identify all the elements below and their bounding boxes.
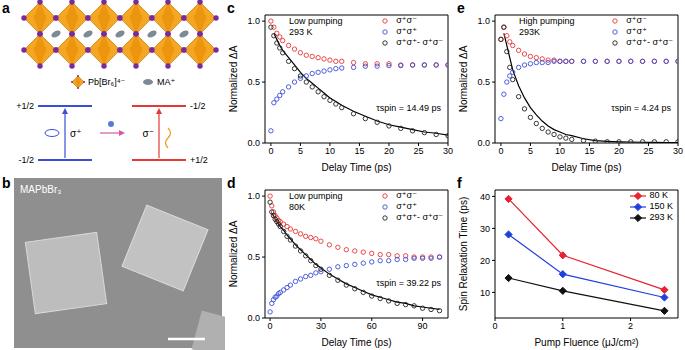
svg-text:30: 30 xyxy=(673,146,683,156)
html-text:σ⁺σ⁻: σ⁺σ⁻ xyxy=(396,15,417,25)
svg-text:1: 1 xyxy=(560,321,565,331)
svg-text:0: 0 xyxy=(492,321,497,331)
html-text:σ⁺σ⁺- σ⁺σ⁻: σ⁺σ⁺- σ⁺σ⁻ xyxy=(396,37,443,47)
svg-text:Delay Time (ps): Delay Time (ps) xyxy=(551,162,621,173)
svg-text:30: 30 xyxy=(443,146,453,156)
svg-text:5: 5 xyxy=(298,146,303,156)
html-text:High pumping: High pumping xyxy=(519,16,575,26)
svg-text:b: b xyxy=(2,175,11,191)
svg-text:-1/2: -1/2 xyxy=(190,101,206,111)
html-text:293 K: 293 K xyxy=(289,27,313,37)
svg-text:30: 30 xyxy=(480,224,490,234)
svg-text:15: 15 xyxy=(584,146,594,156)
svg-text:Normalized ΔA: Normalized ΔA xyxy=(458,45,469,112)
svg-text:0.0: 0.0 xyxy=(247,313,260,323)
html-text:d: d xyxy=(227,175,236,191)
svg-text:Normalized ΔA: Normalized ΔA xyxy=(228,220,239,287)
svg-text:-1/2: -1/2 xyxy=(18,155,34,165)
svg-text:20: 20 xyxy=(614,146,624,156)
svg-text:1.0: 1.0 xyxy=(247,16,260,26)
svg-text:MA⁺: MA⁺ xyxy=(157,77,176,87)
svg-text:60: 60 xyxy=(367,321,377,331)
html-text:τspin = 14.49 ps: τspin = 14.49 ps xyxy=(376,103,441,113)
svg-text:30: 30 xyxy=(316,321,326,331)
html-text:Low pumping: Low pumping xyxy=(289,16,343,26)
svg-text:0: 0 xyxy=(268,321,273,331)
html-text:σ⁺σ⁻: σ⁺σ⁻ xyxy=(396,190,417,200)
svg-text:0.0: 0.0 xyxy=(247,138,260,148)
svg-text:10: 10 xyxy=(555,146,565,156)
svg-text:+1/2: +1/2 xyxy=(16,101,34,111)
html-text:σ⁺σ⁻: σ⁺σ⁻ xyxy=(626,15,647,25)
svg-text:0.5: 0.5 xyxy=(477,77,490,87)
svg-text:Pump Fluence (μJ/cm²): Pump Fluence (μJ/cm²) xyxy=(534,337,638,348)
html-text:e: e xyxy=(457,0,465,16)
svg-text:σ⁺: σ⁺ xyxy=(70,128,81,139)
svg-text:20: 20 xyxy=(384,146,394,156)
svg-text:0: 0 xyxy=(268,146,273,156)
svg-text:+1/2: +1/2 xyxy=(190,155,208,165)
svg-text:25: 25 xyxy=(413,146,423,156)
svg-text:20: 20 xyxy=(480,256,490,266)
svg-text:5: 5 xyxy=(528,146,533,156)
svg-text:0: 0 xyxy=(498,146,503,156)
svg-text:Normalized ΔA: Normalized ΔA xyxy=(228,45,239,112)
svg-text:Delay Time (ps): Delay Time (ps) xyxy=(321,162,391,173)
svg-text:1.0: 1.0 xyxy=(247,191,260,201)
svg-text:90: 90 xyxy=(418,321,428,331)
svg-text:1.0: 1.0 xyxy=(477,16,490,26)
svg-text:Spin Relaxation Time (ps): Spin Relaxation Time (ps) xyxy=(458,197,469,312)
svg-text:15: 15 xyxy=(354,146,364,156)
svg-text:2: 2 xyxy=(628,321,633,331)
svg-text:0.5: 0.5 xyxy=(247,252,260,262)
html-text:σ⁺σ⁺- σ⁺σ⁻: σ⁺σ⁺- σ⁺σ⁻ xyxy=(626,37,673,47)
html-text:293 K: 293 K xyxy=(649,212,673,222)
svg-text:0.5: 0.5 xyxy=(247,77,260,87)
html-text:τspin = 4.24 ps: τspin = 4.24 ps xyxy=(611,103,671,113)
html-text:293K: 293K xyxy=(519,27,540,37)
html-text:c: c xyxy=(227,0,235,16)
svg-text:σ⁻: σ⁻ xyxy=(143,128,154,139)
html-text:σ⁺σ⁺: σ⁺σ⁺ xyxy=(396,26,417,36)
svg-text:a: a xyxy=(2,0,10,16)
svg-text:10: 10 xyxy=(480,288,490,298)
html-text:σ⁺σ⁺: σ⁺σ⁺ xyxy=(396,201,417,211)
html-text:τspin = 39.22 ps: τspin = 39.22 ps xyxy=(376,278,441,288)
svg-text:0.0: 0.0 xyxy=(477,138,490,148)
svg-text:40: 40 xyxy=(480,192,490,202)
html-text:80 K: 80 K xyxy=(649,190,668,200)
svg-text:Pb[Br₆]⁴⁻: Pb[Br₆]⁴⁻ xyxy=(88,77,126,87)
svg-text:MAPbBr₃: MAPbBr₃ xyxy=(20,184,61,195)
svg-text:Delay Time (ps): Delay Time (ps) xyxy=(321,337,391,348)
html-text:σ⁺σ⁺- σ⁺σ⁻: σ⁺σ⁺- σ⁺σ⁻ xyxy=(396,212,443,222)
svg-text:10: 10 xyxy=(325,146,335,156)
html-text:Low pumping: Low pumping xyxy=(289,191,343,201)
html-text:σ⁺σ⁺: σ⁺σ⁺ xyxy=(626,26,647,36)
svg-text:25: 25 xyxy=(643,146,653,156)
html-text:150 K: 150 K xyxy=(649,201,673,211)
html-text:f: f xyxy=(457,175,462,191)
html-text:80K: 80K xyxy=(289,202,305,212)
